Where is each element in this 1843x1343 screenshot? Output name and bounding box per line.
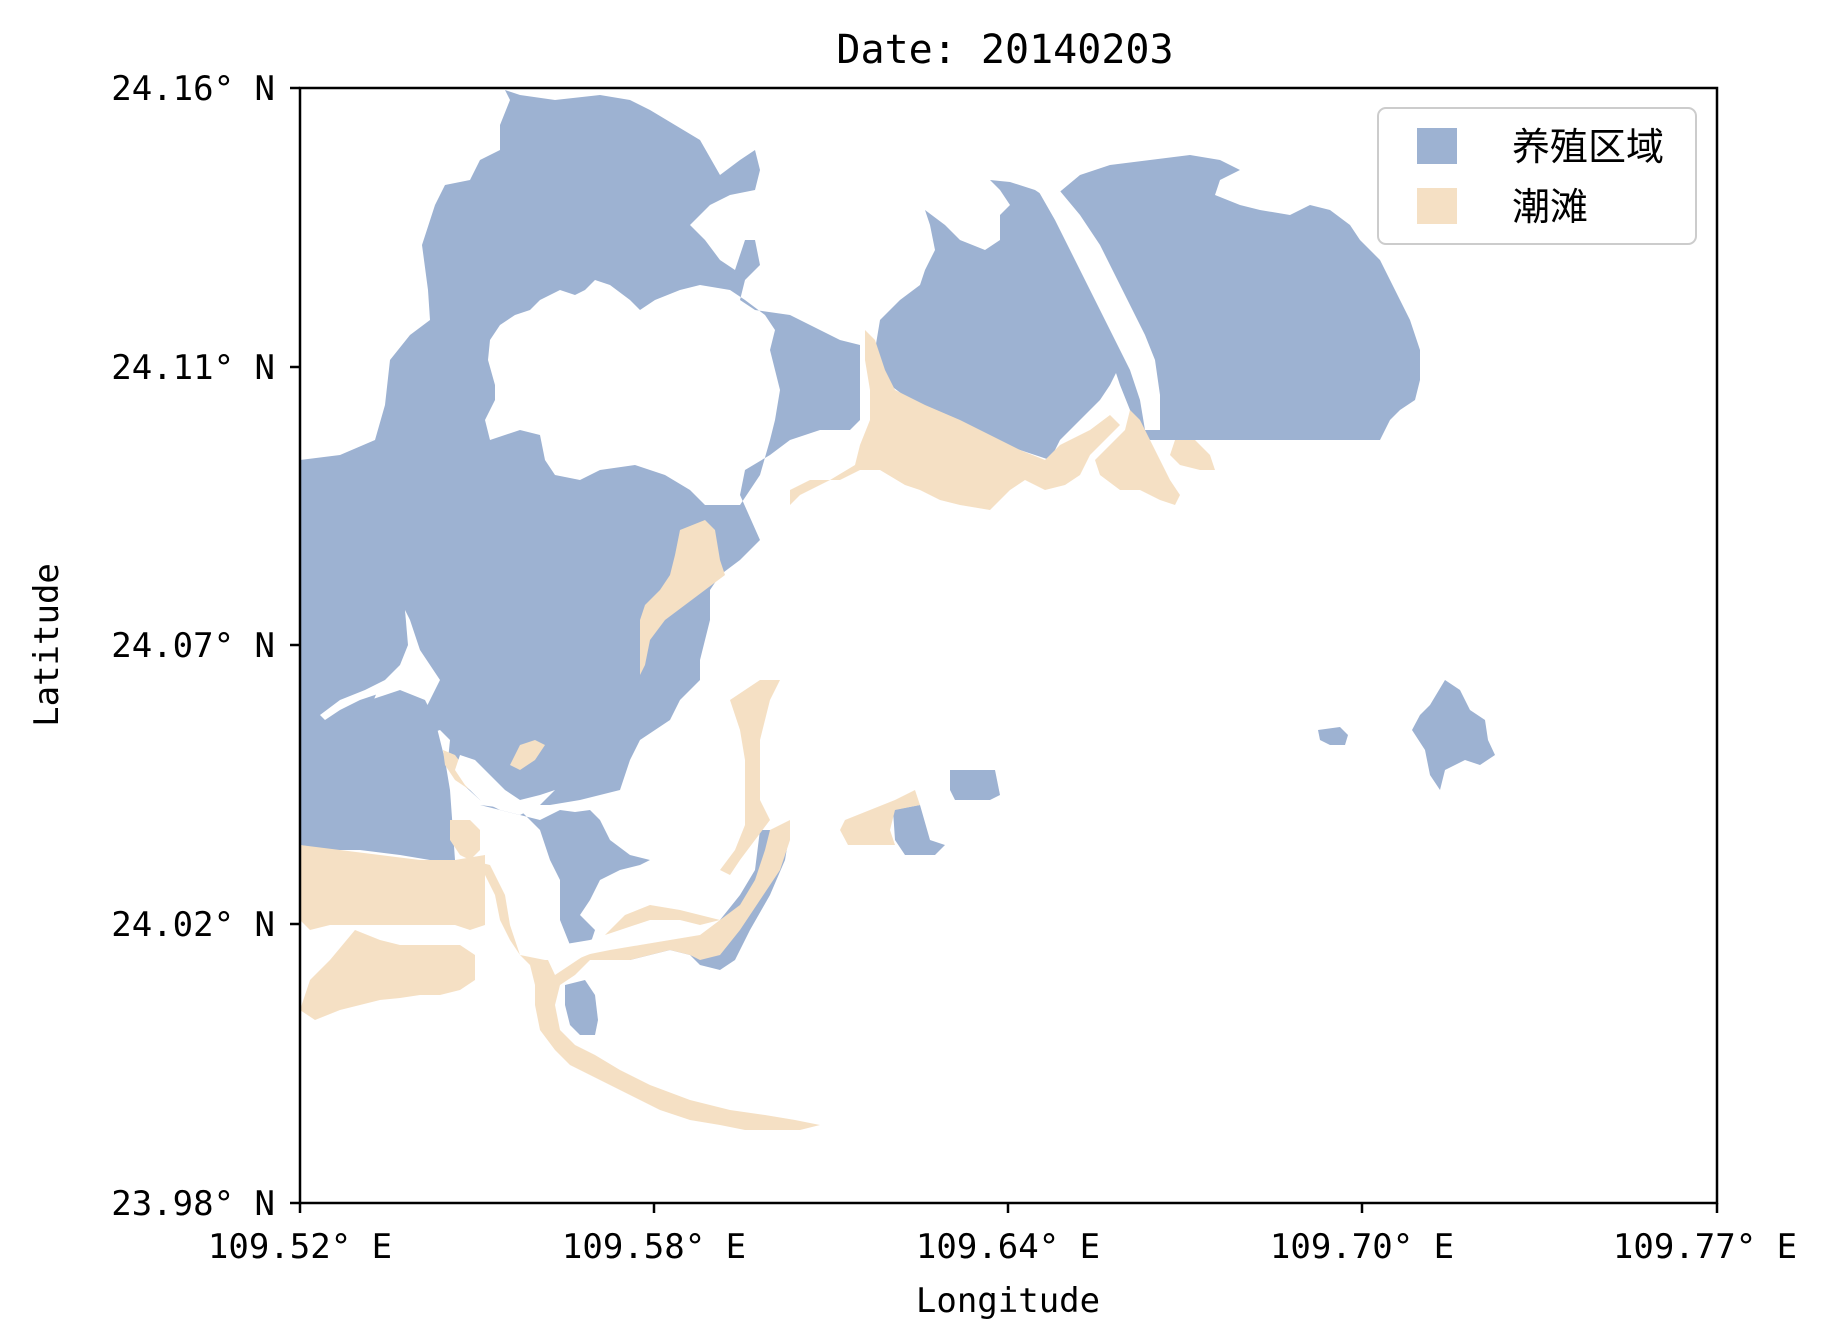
channel-river-west: [320, 610, 430, 720]
x-axis-ticks: [298, 1203, 1719, 1213]
aquaculture-region-river: [610, 830, 790, 970]
y-tick-label: 24.07° N: [111, 626, 275, 666]
x-axis-label: Longitude: [916, 1281, 1100, 1321]
tidal-flat-regions: [300, 330, 1215, 1130]
tidal-flat-south-wedge: [300, 930, 475, 1020]
tidal-flat-east-patch: [840, 790, 920, 845]
y-axis-label: Latitude: [27, 563, 67, 727]
tidal-flat-north-bank: [790, 330, 1120, 510]
aquaculture-patch-2: [893, 805, 945, 855]
legend-swatch-tidal-flat: [1417, 188, 1457, 224]
x-tick-labels: 109.52° E 109.58° E 109.64° E 109.70° E …: [208, 1227, 1797, 1267]
x-tick-label: 109.77° E: [1613, 1227, 1797, 1267]
aquaculture-patch-4: [1412, 680, 1495, 790]
y-tick-label: 24.02° N: [111, 905, 275, 945]
x-tick-label: 109.58° E: [562, 1227, 746, 1267]
tidal-flat-southwest: [300, 845, 485, 930]
y-tick-labels: 24.16° N 24.11° N 24.07° N 24.02° N 23.9…: [111, 69, 275, 1224]
y-tick-label: 24.11° N: [111, 348, 275, 388]
y-axis-ticks: [290, 86, 300, 1205]
tidal-flat-northeast-bank: [1095, 410, 1215, 505]
channel-delta: [548, 920, 720, 975]
aquaculture-region-southwest: [300, 690, 455, 860]
y-tick-label: 24.16° N: [111, 69, 275, 109]
tidal-flat-inlet: [640, 520, 725, 675]
legend-swatch-aquaculture: [1417, 128, 1457, 164]
x-tick-label: 109.52° E: [208, 1227, 392, 1267]
aquaculture-region-east: [875, 180, 1125, 460]
x-tick-label: 109.70° E: [1270, 1227, 1454, 1267]
legend-box: [1377, 107, 1697, 245]
tidal-flat-river-upper: [720, 680, 780, 875]
aquaculture-region-west: [300, 90, 860, 805]
channel-river-south: [455, 755, 555, 815]
aquaculture-region-islet: [565, 980, 598, 1035]
aquaculture-region-delta: [480, 805, 650, 945]
map-title: Date: 20140203: [836, 27, 1173, 73]
plot-area: [290, 86, 1719, 1213]
x-tick-label: 109.64° E: [916, 1227, 1100, 1267]
y-tick-label: 23.98° N: [111, 1184, 275, 1224]
tidal-flat-delta: [450, 820, 820, 1130]
aquaculture-patch-1: [950, 770, 1000, 800]
aquaculture-patch-3: [1318, 727, 1348, 745]
channel-inner-harbour: [495, 300, 715, 470]
water-channels: [320, 185, 1160, 975]
legend: 养殖区域 潮滩: [1377, 107, 1697, 245]
legend-label-aquaculture: 养殖区域: [1512, 125, 1664, 169]
legend-label-tidal-flat: 潮滩: [1512, 185, 1588, 229]
channel-northeast-river: [1035, 185, 1160, 430]
